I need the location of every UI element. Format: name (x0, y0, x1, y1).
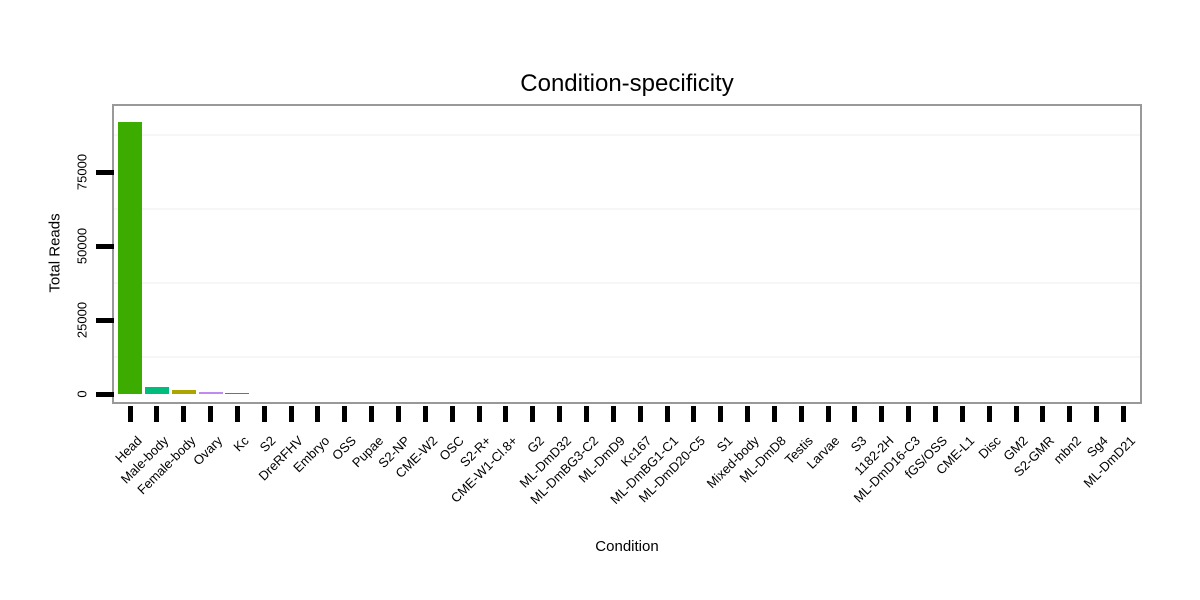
x-axis-tick (933, 406, 938, 422)
y-axis-tick (96, 243, 114, 249)
x-axis-tick (1040, 406, 1046, 422)
x-axis-tick (879, 406, 885, 422)
x-tick-label: Kc (230, 433, 253, 455)
x-axis-tick (181, 406, 187, 422)
x-tick-label: mbn2 (1050, 433, 1085, 467)
y-tick-label: 75000 (74, 153, 90, 191)
y-axis-title: Total Reads (46, 213, 64, 293)
x-axis-tick (449, 406, 455, 422)
x-axis-tick (691, 406, 697, 422)
x-axis-tick (986, 406, 992, 422)
x-axis-tick (154, 406, 160, 422)
y-tick-label: 0 (74, 390, 90, 398)
x-axis-tick (771, 406, 777, 422)
y-axis-tick (96, 169, 114, 175)
x-axis-tick (906, 406, 912, 422)
x-axis-tick (342, 406, 348, 422)
x-axis-tick (1094, 406, 1100, 422)
x-axis-tick (664, 406, 670, 422)
bar-male-body (144, 386, 169, 394)
x-axis-tick (208, 406, 214, 422)
bar-female-body (171, 389, 196, 394)
x-axis-tick (798, 406, 804, 422)
x-axis-tick (637, 406, 643, 422)
x-axis-tick (583, 406, 589, 422)
y-tick-label: 25000 (74, 301, 90, 339)
x-tick-label: Disc (975, 433, 1004, 462)
minor-gridline (114, 282, 1140, 284)
x-axis-tick (557, 406, 563, 422)
x-axis-tick (476, 406, 482, 422)
y-tick-label: 50000 (74, 227, 90, 265)
x-axis-tick (745, 406, 751, 422)
x-axis-tick (718, 406, 724, 422)
x-axis-tick (1120, 406, 1126, 422)
x-axis-tick (396, 406, 401, 422)
x-axis-tick (825, 406, 831, 422)
x-axis-tick (369, 406, 375, 422)
minor-gridline (114, 208, 1140, 210)
y-axis-tick (96, 391, 114, 397)
x-axis-tick (852, 406, 858, 422)
bar-ovary (198, 391, 223, 394)
bar-kc (225, 392, 250, 394)
x-axis-tick (530, 406, 536, 422)
minor-gridline (114, 134, 1140, 136)
x-axis-tick (261, 406, 267, 422)
bar-head (118, 121, 142, 394)
x-axis-tick (1013, 406, 1019, 422)
x-axis-tick (1067, 406, 1073, 422)
minor-gridline (114, 356, 1140, 358)
y-axis-tick (96, 317, 114, 323)
plot-panel (112, 104, 1142, 404)
x-axis-title: Condition (595, 538, 659, 555)
x-tick-label: Ovary (190, 433, 226, 469)
x-axis-tick (503, 406, 509, 422)
x-axis-tick (610, 406, 616, 422)
x-axis-tick (959, 406, 965, 422)
x-axis-tick (127, 406, 133, 422)
x-axis-tick (288, 406, 294, 422)
chart-title: Condition-specificity (520, 70, 734, 97)
x-axis-tick (234, 406, 240, 422)
x-axis-tick (422, 406, 428, 422)
x-axis-tick (315, 406, 321, 422)
